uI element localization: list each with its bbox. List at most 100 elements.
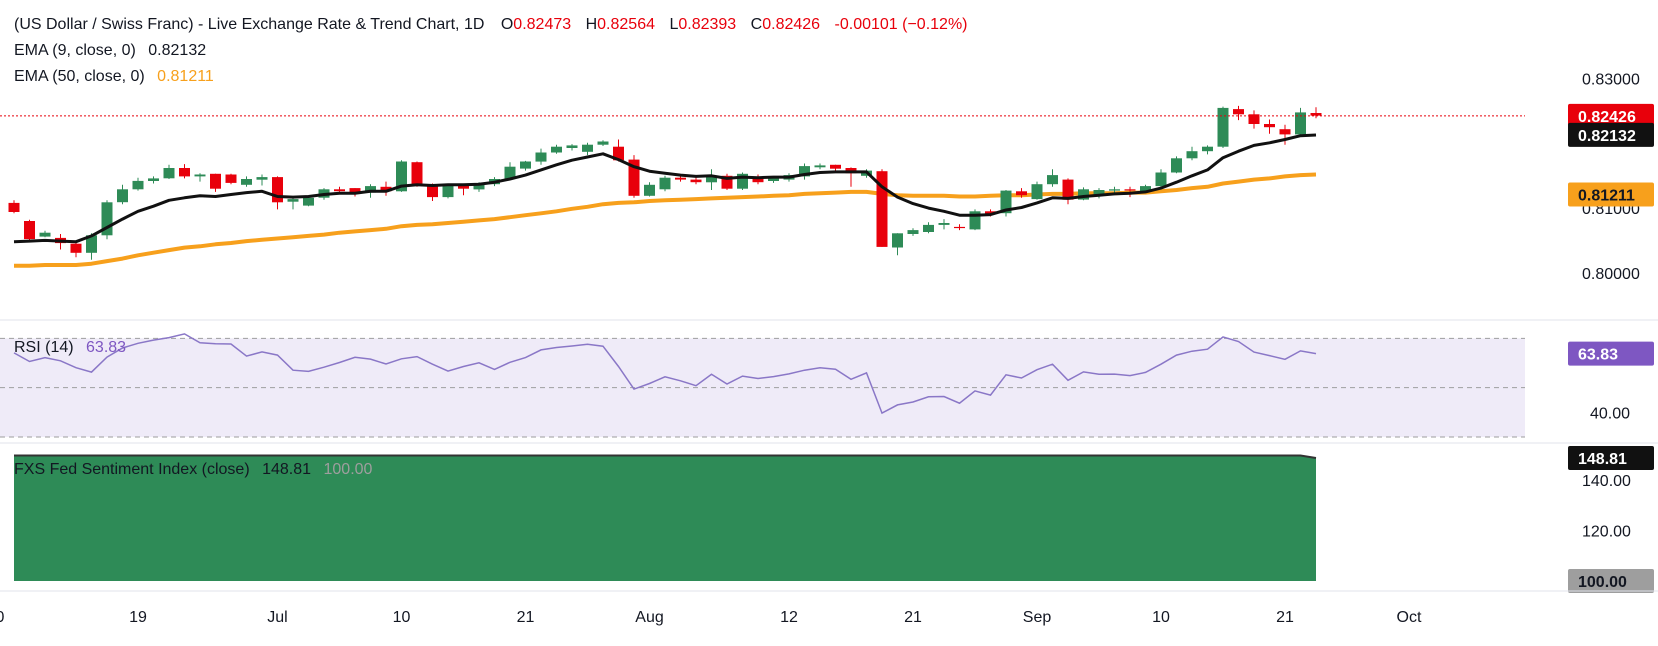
candle-body (442, 185, 454, 198)
candle-body (566, 145, 578, 148)
candle-body (272, 177, 283, 203)
candle-body (1031, 184, 1043, 200)
candle-body (752, 177, 764, 183)
time-tick-label: 10 (1152, 609, 1170, 626)
close-label: C (751, 16, 763, 33)
candle-body (225, 174, 237, 183)
candle-body (287, 199, 299, 202)
candle-body (628, 159, 640, 196)
time-tick-label: Sep (1023, 609, 1052, 626)
candle-body (799, 166, 810, 177)
fxs-base-tag-bg (1568, 569, 1654, 593)
candle-body (1279, 129, 1291, 135)
candle-body (1310, 113, 1322, 116)
candle-body (349, 188, 361, 194)
ema9-legend[interactable]: EMA (9, close, 0) 0.82132 (14, 42, 206, 59)
high-value: 0.82564 (597, 16, 655, 33)
candle-body (814, 165, 826, 168)
rsi-tag-bg (1568, 341, 1654, 366)
rsi-pane[interactable] (0, 333, 1525, 438)
candle-body (737, 173, 748, 189)
candle-body (613, 146, 624, 161)
header-legend: (US Dollar / Swiss Franc) - Live Exchang… (14, 16, 968, 33)
candle-body (1217, 107, 1229, 147)
candle-body (1124, 189, 1136, 191)
candle-body (907, 230, 919, 234)
candle-body (1186, 151, 1198, 159)
high-label: H (586, 16, 598, 33)
ema9-line (13, 133, 1317, 244)
time-tick-label: Oct (1397, 609, 1422, 626)
time-tick-label: Jul (267, 609, 287, 626)
candle-body (86, 235, 97, 253)
candle-body (101, 202, 113, 236)
open-value: 0.82473 (513, 16, 571, 33)
low-label: L (669, 16, 678, 33)
time-tick-label: Aug (635, 609, 663, 626)
candle-body (582, 144, 593, 152)
candle-body (721, 175, 733, 189)
ema50-legend[interactable]: EMA (50, close, 0) 0.81211 (14, 68, 214, 85)
candle-body (1140, 186, 1151, 192)
candle-body (241, 179, 252, 185)
candle-body (24, 221, 35, 240)
candle-body (70, 243, 82, 253)
fxs-legend[interactable]: FXS Fed Sentiment Index (close) 148.81 1… (14, 461, 373, 478)
low-value: 0.82393 (678, 16, 736, 33)
candle-body (1016, 191, 1027, 196)
candle-body (985, 211, 996, 215)
fxs-tick-label: 140.00 (1582, 473, 1631, 490)
open-label: O (501, 16, 513, 33)
candle-body (1233, 109, 1244, 115)
candle-body (597, 141, 609, 145)
ema50-tag: 0.81211 (1578, 188, 1635, 205)
candle-body (706, 175, 717, 183)
candle-body (551, 146, 562, 153)
candle-body (427, 186, 438, 198)
last-price-tag-bg (1568, 103, 1654, 128)
candle-body (876, 171, 888, 247)
fxs-line (14, 454, 1317, 459)
candle-body (1047, 175, 1058, 185)
candle-body (117, 189, 128, 203)
candle-body (1248, 114, 1260, 124)
fxs-value: 148.81 (262, 461, 311, 478)
fxs-tag: 148.81 (1578, 451, 1627, 468)
rsi-tag: 63.83 (1578, 347, 1618, 364)
candle-body (380, 186, 392, 192)
change-value: -0.00101 (−0.12%) (835, 16, 968, 33)
candle-body (365, 186, 376, 193)
price-pane[interactable] (0, 105, 1525, 268)
candle-body (1295, 112, 1306, 135)
candle-body (675, 177, 686, 180)
rsi-tick-label: 40.00 (1590, 405, 1630, 422)
candles (8, 105, 1322, 260)
candle-body (535, 152, 547, 162)
candle-body (1093, 190, 1105, 196)
candle-body (644, 184, 655, 196)
ema9-value: 0.82132 (148, 42, 206, 59)
ema9-tag-bg (1568, 122, 1654, 147)
candle-body (659, 177, 671, 190)
time-tick-label: 21 (517, 609, 535, 626)
time-axis[interactable]: 0 19 Jul 10 21 Aug 12 21 Sep 10 21 Oct (0, 609, 1422, 626)
candle-body (1202, 146, 1213, 152)
time-tick-label: 12 (780, 609, 798, 626)
rsi-line (13, 333, 1317, 415)
close-value: 0.82426 (762, 16, 820, 33)
candle-body (768, 178, 779, 181)
fxs-pane[interactable] (14, 454, 1317, 582)
price-tags: 0.82426 0.82132 0.81211 63.83 148.81 100.00 (1568, 103, 1654, 593)
candle-body (1155, 172, 1167, 187)
candle-body (473, 184, 485, 190)
candle-body (148, 178, 159, 181)
rsi-legend[interactable]: RSI (14) 63.83 (14, 339, 126, 356)
symbol-title: (US Dollar / Swiss Franc) - Live Exchang… (14, 16, 484, 33)
candle-body (1078, 189, 1089, 200)
candle-body (132, 180, 144, 190)
fxs-label: FXS Fed Sentiment Index (close) (14, 461, 250, 478)
candle-body (396, 161, 407, 192)
candle-body (458, 185, 469, 189)
rsi-value: 63.83 (86, 339, 126, 356)
